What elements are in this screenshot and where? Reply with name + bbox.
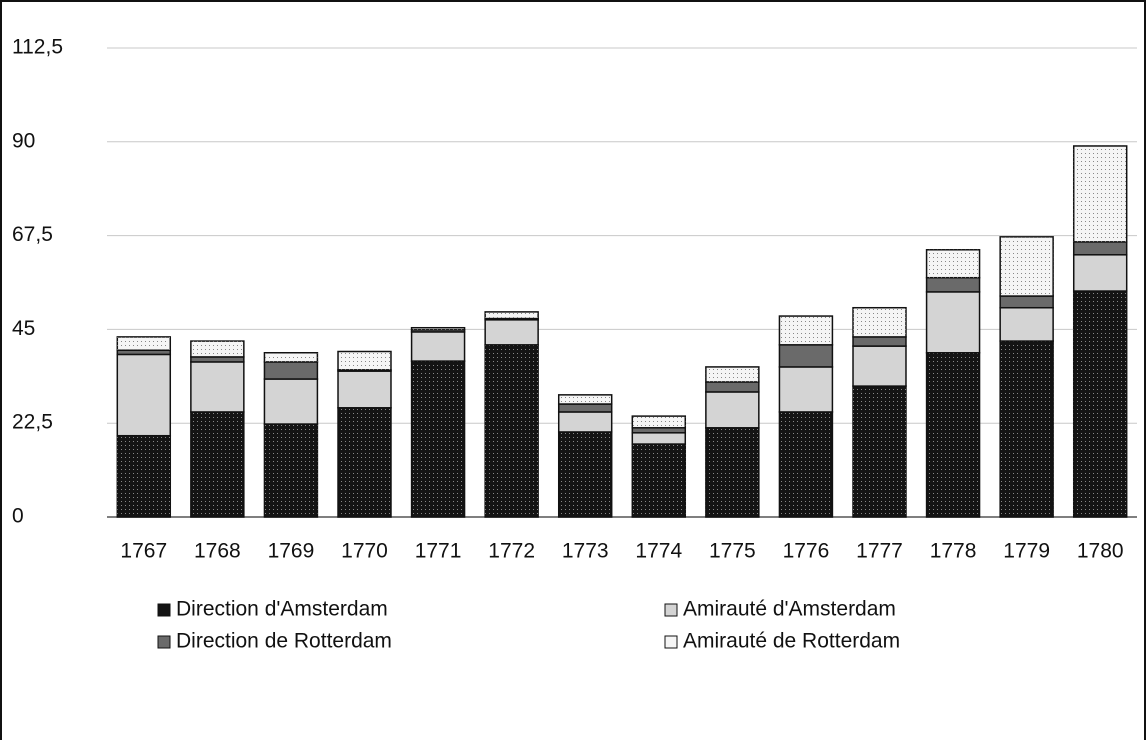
x-tick-label: 1771 — [415, 540, 462, 563]
bar-segment — [263, 378, 319, 425]
bar-segment — [925, 351, 981, 518]
bar-segment — [705, 391, 760, 429]
bar-segment — [263, 361, 319, 380]
bar-segment — [778, 366, 834, 413]
bar-segment — [263, 423, 319, 518]
bar-segment — [705, 366, 760, 383]
bar-segment — [925, 249, 981, 279]
legend-label: Amirauté de Rotterdam — [683, 630, 900, 653]
x-tick-label: 1775 — [709, 540, 756, 563]
bar-segment — [999, 340, 1054, 518]
bar-segment — [484, 319, 539, 346]
bar-segment — [1072, 290, 1128, 518]
bar-segment — [999, 236, 1054, 297]
bar-segment — [705, 427, 760, 518]
x-tick-label: 1777 — [856, 540, 903, 563]
x-tick-label: 1770 — [341, 540, 388, 563]
legend-swatch — [664, 635, 678, 649]
x-tick-label: 1780 — [1077, 540, 1124, 563]
bar-segment — [852, 336, 907, 347]
bar-segment — [190, 361, 245, 413]
bar-segment — [631, 415, 687, 429]
bar-segment — [852, 385, 907, 518]
bar-segment — [778, 411, 834, 518]
bar-segment — [705, 381, 760, 393]
bar-segment — [337, 370, 392, 409]
x-tick-label: 1778 — [930, 540, 977, 563]
x-tick-label: 1772 — [488, 540, 535, 563]
bar-segment — [557, 411, 613, 433]
y-tick-label: 67,5 — [12, 223, 53, 246]
legend-label: Amirauté d'Amsterdam — [683, 598, 896, 621]
x-tick-label: 1768 — [194, 540, 241, 563]
bar-segment — [1072, 241, 1128, 256]
bar-segment — [190, 411, 245, 518]
bar-segment — [852, 306, 907, 338]
y-tick-label: 90 — [12, 129, 35, 152]
bar-segment — [484, 311, 539, 320]
bar-segment — [557, 431, 613, 518]
bar-segment — [1072, 145, 1128, 243]
legend-swatch — [157, 635, 171, 649]
bar-segment — [190, 356, 245, 363]
bar-segment — [631, 443, 687, 518]
bar-segment — [190, 340, 245, 358]
x-tick-label: 1779 — [1003, 540, 1050, 563]
bar-segment — [999, 295, 1054, 309]
x-tick-label: 1769 — [268, 540, 315, 563]
bar-segment — [925, 276, 981, 293]
bar-segment — [999, 306, 1054, 342]
bar-segment — [116, 434, 172, 518]
bar-segment — [116, 353, 172, 437]
x-tick-label: 1774 — [635, 540, 682, 563]
x-tick-label: 1773 — [562, 540, 609, 563]
y-tick-label: 0 — [12, 505, 24, 528]
bar-segment — [410, 360, 466, 518]
bar-segment — [263, 351, 319, 363]
legend-label: Direction de Rotterdam — [176, 630, 392, 653]
bar-segment — [1072, 254, 1128, 292]
bar-segment — [925, 291, 981, 354]
bar-segment — [631, 432, 687, 445]
bar-segment — [557, 394, 613, 405]
y-tick-label: 112,5 — [12, 36, 63, 59]
bar-segment — [631, 427, 687, 434]
legend-swatch — [157, 603, 171, 617]
x-tick-label: 1767 — [120, 540, 167, 563]
y-tick-label: 22,5 — [12, 411, 53, 434]
bar-segment — [557, 403, 613, 413]
legend-label: Direction d'Amsterdam — [176, 598, 388, 621]
legend-swatch — [664, 603, 678, 617]
y-tick-label: 45 — [12, 317, 35, 340]
bar-segment — [410, 331, 466, 362]
bar-segment — [410, 326, 466, 331]
bar-segment — [778, 344, 834, 368]
bar-segment — [778, 315, 834, 346]
bar-segment — [116, 336, 172, 351]
bar-segment — [484, 344, 539, 518]
bar-segment — [337, 407, 392, 518]
x-tick-label: 1776 — [783, 540, 830, 563]
bar-segment — [852, 345, 907, 387]
bar-segment — [337, 350, 392, 371]
